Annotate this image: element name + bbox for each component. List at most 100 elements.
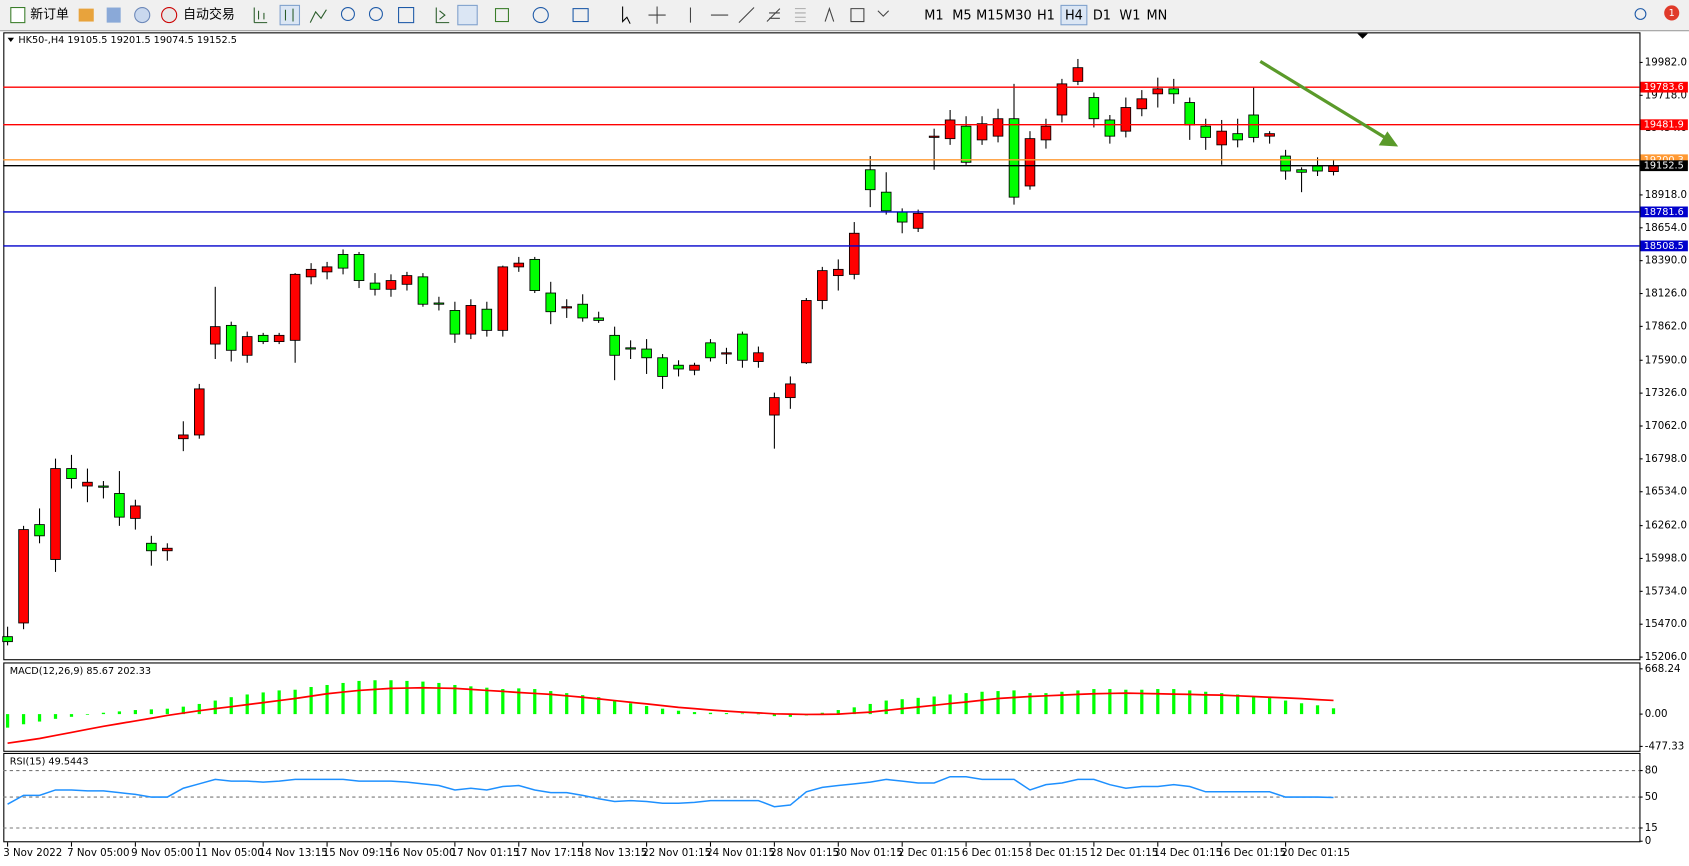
candle-body <box>1248 114 1259 138</box>
candle-body <box>401 275 413 285</box>
y-tick-label: 19982.0 <box>1645 57 1687 68</box>
timeframe-button[interactable]: H1 <box>1037 9 1055 24</box>
x-tick-label: 20 Dec 01:15 <box>1281 848 1350 859</box>
y-tick-label: 80 <box>1645 766 1658 777</box>
macd-bar <box>181 706 185 715</box>
tile-windows[interactable] <box>398 7 415 24</box>
fibo-tool[interactable] <box>794 8 806 23</box>
new-order-button[interactable]: 新订单 <box>10 7 69 24</box>
templates[interactable] <box>572 8 589 23</box>
cursor[interactable] <box>622 6 631 24</box>
macd-bar <box>213 700 217 715</box>
timeframe-button[interactable]: MN <box>1146 9 1167 24</box>
macd-bar <box>628 703 633 715</box>
x-tick-label: 6 Dec 01:15 <box>962 848 1024 859</box>
macd-bar <box>421 681 425 715</box>
macd-bar <box>916 697 920 715</box>
candle-body <box>1104 119 1116 137</box>
timeframe-button[interactable]: D1 <box>1093 9 1111 24</box>
candle-body <box>960 125 972 163</box>
macd-bar <box>1140 689 1144 715</box>
y-tick-label: 0 <box>1645 836 1652 847</box>
text-tools[interactable] <box>824 6 865 23</box>
macd-bar <box>1315 705 1320 715</box>
price-level-label: 19481.9 <box>1644 120 1684 131</box>
timeframe-button[interactable]: H4 <box>1065 9 1083 24</box>
macd-bar <box>53 714 58 719</box>
channel-tool[interactable] <box>766 8 781 22</box>
x-tick-label: 17 Nov 01:15 <box>451 848 520 859</box>
timeframe-button[interactable]: M15 <box>976 9 1004 24</box>
y-tick-label: 19718.0 <box>1645 90 1687 101</box>
auto-trading-label[interactable]: 自动交易 <box>183 7 235 23</box>
zoom-in[interactable] <box>340 7 355 22</box>
auto-scroll[interactable] <box>435 7 450 24</box>
candle-body <box>146 542 157 552</box>
y-tick-label: 16262.0 <box>1645 521 1687 532</box>
macd-bar <box>565 693 569 715</box>
auto-trading-button[interactable]: 自动交易 <box>161 7 235 24</box>
candle-body <box>337 253 349 269</box>
candle-body <box>737 333 748 361</box>
macd-bar <box>1156 689 1160 715</box>
trend-arrow-head <box>1378 131 1399 147</box>
macd-bar <box>37 714 42 722</box>
candle-body <box>513 262 525 268</box>
candle-icon <box>284 8 294 22</box>
toolbar-bg <box>0 0 1689 32</box>
crosshair[interactable] <box>648 6 666 24</box>
macd-bar <box>884 700 888 715</box>
candle-body <box>1120 107 1132 132</box>
macd-bar <box>389 680 393 715</box>
candle-body <box>1088 97 1100 120</box>
chart-shift[interactable] <box>457 4 478 26</box>
timeframe-button[interactable]: M1 <box>924 9 943 24</box>
candle-body <box>417 276 429 305</box>
candle-body <box>194 388 205 436</box>
macd-bar <box>996 691 1000 715</box>
timeframe-button[interactable]: W1 <box>1119 9 1140 24</box>
macd-bar <box>1252 696 1256 715</box>
periods[interactable] <box>532 7 549 24</box>
price-level-tag <box>1640 154 1688 166</box>
line-chart-tool[interactable] <box>309 9 327 23</box>
candle-body <box>529 258 541 291</box>
new-order-label[interactable]: 新订单 <box>30 7 69 23</box>
icon[interactable] <box>134 7 151 24</box>
macd-bar <box>980 691 984 715</box>
macd-bar <box>325 684 329 715</box>
price-level-tag <box>1640 160 1688 172</box>
notification-badge[interactable] <box>1664 5 1680 21</box>
x-tick-label: 28 Nov 01:15 <box>770 848 839 859</box>
line-tools[interactable] <box>689 7 755 24</box>
macd-bar <box>5 714 10 728</box>
candle-body <box>1280 155 1291 172</box>
icon <box>161 7 178 24</box>
bar-chart-tool[interactable] <box>253 7 268 24</box>
timeframe-button[interactable]: M30 <box>1004 9 1032 24</box>
indicators[interactable] <box>494 8 509 23</box>
candle-body <box>305 268 317 278</box>
macd-bar <box>437 682 441 715</box>
macd-bar <box>373 680 377 715</box>
macd-bar <box>660 708 665 715</box>
candle-body <box>928 135 940 138</box>
price-level-tag <box>1640 119 1688 131</box>
timeframe-button[interactable]: M5 <box>952 9 971 24</box>
candle-body <box>817 270 828 301</box>
x-tick-label: 2 Dec 01:15 <box>898 848 960 859</box>
shapes-tool[interactable] <box>877 10 890 17</box>
macd-bar <box>1172 689 1176 715</box>
candle-tool[interactable] <box>279 4 301 26</box>
macd-bar <box>165 708 169 715</box>
zoom-out[interactable] <box>368 7 383 22</box>
search[interactable] <box>1634 8 1647 20</box>
icon[interactable] <box>106 7 121 23</box>
macd-bar <box>453 684 457 715</box>
price-level-tag <box>1640 81 1688 93</box>
icon[interactable] <box>78 8 94 22</box>
macd-bar <box>772 714 776 717</box>
candle-body <box>833 268 844 277</box>
